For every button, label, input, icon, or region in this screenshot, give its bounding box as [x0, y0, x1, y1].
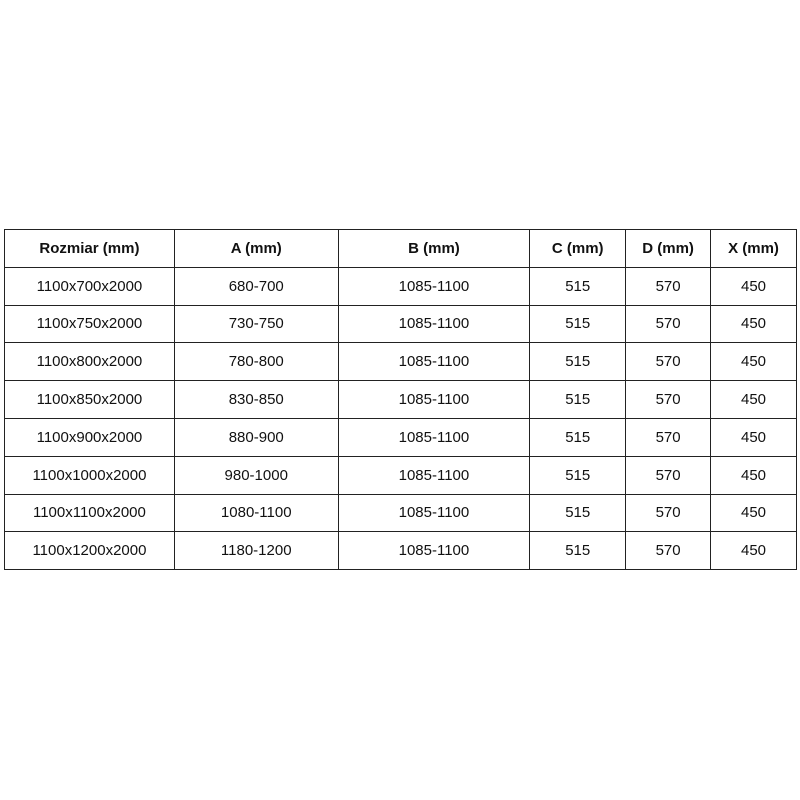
table-row: 1100x1000x2000 980-1000 1085-1100 515 570 450	[4, 455, 797, 495]
cell-c: 515	[529, 380, 627, 419]
cell-d: 570	[625, 266, 712, 306]
cell-a: 830-850	[173, 380, 339, 419]
cell-b: 1085-1100	[337, 266, 531, 306]
cell-a: 680-700	[173, 266, 339, 306]
cell-a: 1080-1100	[173, 493, 339, 533]
column-header-b: B (mm)	[337, 229, 531, 268]
cell-c: 515	[529, 455, 627, 495]
cell-x: 450	[710, 531, 797, 571]
cell-x: 450	[710, 493, 797, 533]
cell-d: 570	[625, 531, 712, 571]
cell-c: 515	[529, 531, 627, 571]
cell-b: 1085-1100	[337, 493, 531, 533]
cell-d: 570	[625, 417, 712, 457]
cell-d: 570	[625, 380, 712, 419]
cell-b: 1085-1100	[337, 380, 531, 419]
cell-d: 570	[625, 455, 712, 495]
column-header-c: C (mm)	[529, 229, 627, 268]
cell-a: 980-1000	[173, 455, 339, 495]
table-row: 1100x800x2000 780-800 1085-1100 515 570 450	[4, 342, 797, 382]
cell-x: 450	[710, 455, 797, 495]
table-row: 1100x700x2000 680-700 1085-1100 515 570 450	[4, 266, 797, 306]
cell-size: 1100x1200x2000	[4, 531, 175, 571]
cell-c: 515	[529, 342, 627, 382]
cell-a: 1180-1200	[173, 531, 339, 571]
cell-b: 1085-1100	[337, 417, 531, 457]
table-row: 1100x850x2000 830-850 1085-1100 515 570 450	[4, 380, 797, 419]
cell-c: 515	[529, 304, 627, 344]
table-row: 1100x1100x2000 1080-1100 1085-1100 515 570 45…	[4, 493, 797, 533]
cell-a: 730-750	[173, 304, 339, 344]
column-header-d: D (mm)	[625, 229, 712, 268]
column-header-x: X (mm)	[710, 229, 797, 268]
cell-x: 450	[710, 417, 797, 457]
column-header-a: A (mm)	[173, 229, 339, 268]
cell-a: 880-900	[173, 417, 339, 457]
table-row: 1100x1200x2000 1180-1200 1085-1100 515 570 45…	[4, 531, 797, 571]
cell-size: 1100x1000x2000	[4, 455, 175, 495]
cell-b: 1085-1100	[337, 455, 531, 495]
table-row: 1100x750x2000 730-750 1085-1100 515 570 450	[4, 304, 797, 344]
cell-size: 1100x850x2000	[4, 380, 175, 419]
cell-c: 515	[529, 266, 627, 306]
cell-b: 1085-1100	[337, 531, 531, 571]
cell-b: 1085-1100	[337, 342, 531, 382]
cell-a: 780-800	[173, 342, 339, 382]
cell-size: 1100x750x2000	[4, 304, 175, 344]
cell-size: 1100x900x2000	[4, 417, 175, 457]
cell-size: 1100x800x2000	[4, 342, 175, 382]
cell-size: 1100x1100x2000	[4, 493, 175, 533]
column-header-size: Rozmiar (mm)	[4, 229, 175, 268]
table-row: 1100x900x2000 880-900 1085-1100 515 570 450	[4, 417, 797, 457]
header-row: Rozmiar (mm) A (mm) B (mm) C (mm) D (mm) X (m…	[4, 229, 797, 268]
dimensions-table: Rozmiar (mm) A (mm) B (mm) C (mm) D (mm) X (m…	[4, 229, 797, 571]
cell-d: 570	[625, 342, 712, 382]
cell-x: 450	[710, 380, 797, 419]
cell-x: 450	[710, 342, 797, 382]
cell-d: 570	[625, 304, 712, 344]
cell-size: 1100x700x2000	[4, 266, 175, 306]
cell-b: 1085-1100	[337, 304, 531, 344]
cell-c: 515	[529, 417, 627, 457]
cell-x: 450	[710, 304, 797, 344]
cell-x: 450	[710, 266, 797, 306]
cell-c: 515	[529, 493, 627, 533]
cell-d: 570	[625, 493, 712, 533]
